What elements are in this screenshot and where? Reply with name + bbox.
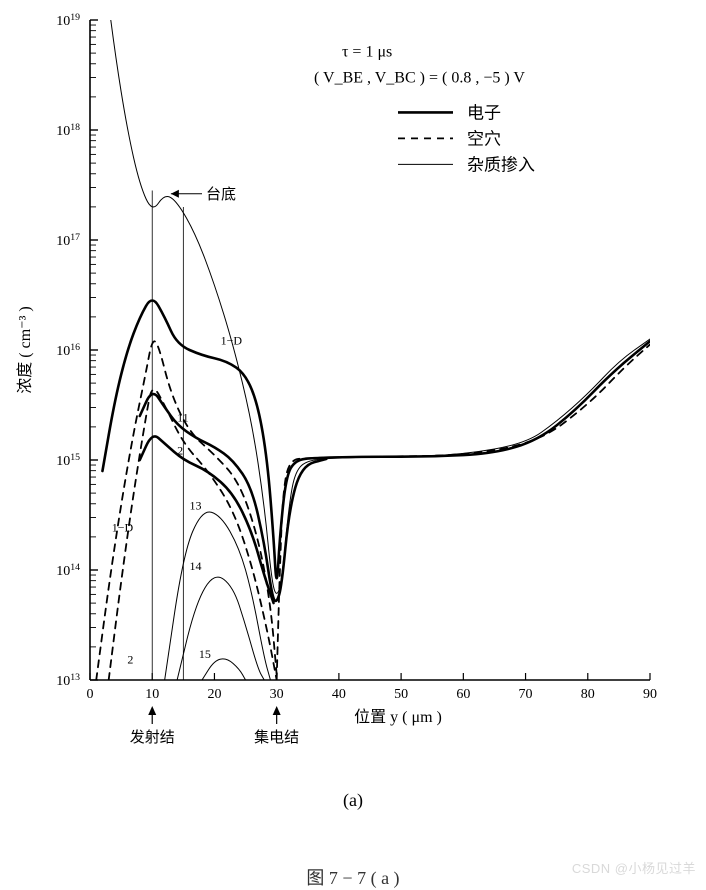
arrowhead-icon <box>148 706 156 715</box>
arrowhead-icon <box>171 190 179 198</box>
x-tick-label: 70 <box>519 687 533 702</box>
x-axis-label: 位置 y ( μm ) <box>354 708 442 726</box>
x-tick-label: 10 <box>145 687 159 702</box>
curve-label: 2 <box>177 444 183 458</box>
legend-label: 杂质掺入 <box>467 155 535 174</box>
y-axis-label: 浓度 ( cm⁻³ ) <box>16 306 34 393</box>
collector-junction-label: 集电结 <box>254 729 299 746</box>
curve-label: 2 <box>127 653 133 667</box>
legend-label: 电子 <box>467 103 501 122</box>
curve-label: 14 <box>190 559 202 573</box>
x-tick-label: 60 <box>456 687 470 702</box>
x-tick-label: 50 <box>394 687 408 702</box>
curve-label: 1−D <box>221 334 243 348</box>
series-curve <box>102 0 650 593</box>
tau-annotation: τ = 1 μs <box>342 43 392 60</box>
series-curve <box>202 659 246 680</box>
series-curve <box>96 341 276 680</box>
series-curve <box>140 436 274 603</box>
y-tick-label: 1018 <box>56 122 80 140</box>
y-tick-label: 1017 <box>56 232 80 250</box>
series-curve <box>165 512 271 680</box>
y-tick-label: 1015 <box>56 452 80 470</box>
bias-annotation: ( V_BE , V_BC ) = ( 0.8 , −5 ) V <box>314 70 525 87</box>
curve-label: 1−D <box>112 521 134 535</box>
y-tick-label: 1014 <box>56 562 80 580</box>
emitter-junction-label: 发射结 <box>130 729 175 746</box>
arrowhead-icon <box>273 706 281 715</box>
mesa-label: 台底 <box>206 186 236 203</box>
x-tick-label: 30 <box>270 687 284 702</box>
watermark: CSDN @小杨见过羊 <box>572 858 696 877</box>
x-tick-label: 90 <box>643 687 657 702</box>
y-tick-label: 1016 <box>56 342 80 360</box>
curve-label: 11 <box>177 411 189 425</box>
subfig-label: (a) <box>0 790 706 811</box>
x-tick-label: 0 <box>87 687 94 702</box>
y-tick-label: 1019 <box>56 12 80 30</box>
page-root: 0 10 20 30 40 50 60 70 80 90 1013 1014 1015 1016 1017 1… <box>0 0 706 885</box>
x-tick-label: 20 <box>207 687 221 702</box>
legend-label: 空穴 <box>467 129 501 148</box>
x-tick-label: 40 <box>332 687 346 702</box>
series-curve <box>277 345 650 681</box>
density-chart: 0 10 20 30 40 50 60 70 80 90 1013 1014 1015 1016 1017 1… <box>0 0 706 885</box>
x-tick-label: 80 <box>581 687 595 702</box>
curve-label: 13 <box>190 499 202 513</box>
series-curve <box>102 301 650 579</box>
curve-label: 15 <box>199 647 211 661</box>
y-tick-label: 1013 <box>56 672 80 690</box>
